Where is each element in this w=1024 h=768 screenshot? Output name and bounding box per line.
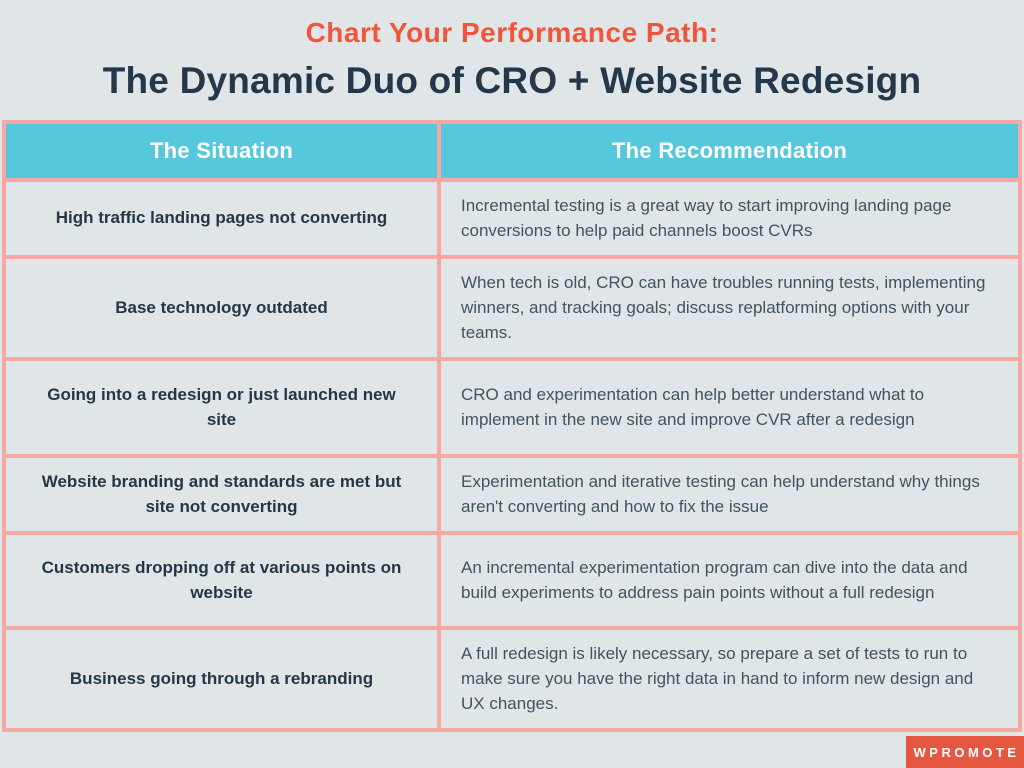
- situation-cell: Customers dropping off at various points…: [2, 531, 441, 631]
- recommendation-cell: When tech is old, CRO can have troubles …: [437, 255, 1022, 362]
- table-row: High traffic landing pages not convertin…: [2, 177, 1022, 260]
- wpromote-logo: WPROMOTE: [906, 736, 1024, 768]
- page-subtitle: Chart Your Performance Path:: [305, 17, 719, 48]
- situation-cell: Website branding and standards are met b…: [2, 454, 441, 536]
- column-header-recommendation: The Recommendation: [437, 120, 1022, 182]
- recommendation-cell: Incremental testing is a great way to st…: [437, 177, 1022, 260]
- situation-recommendation-table: The Situation The Recommendation High tr…: [2, 120, 1022, 733]
- column-header-situation: The Situation: [2, 120, 441, 182]
- recommendation-cell: A full redesign is likely necessary, so …: [437, 626, 1022, 733]
- recommendation-cell: An incremental experimentation program c…: [437, 531, 1022, 631]
- table-header-row: The Situation The Recommendation: [2, 120, 1022, 182]
- situation-cell: Going into a redesign or just launched n…: [2, 357, 441, 459]
- table-row: Website branding and standards are met b…: [2, 454, 1022, 536]
- recommendation-cell: Experimentation and iterative testing ca…: [437, 454, 1022, 536]
- table-row: Business going through a rebranding A fu…: [2, 626, 1022, 733]
- table-row: Going into a redesign or just launched n…: [2, 357, 1022, 459]
- table-row: Customers dropping off at various points…: [2, 531, 1022, 631]
- table-row: Base technology outdated When tech is ol…: [2, 255, 1022, 362]
- page-title: The Dynamic Duo of CRO + Website Redesig…: [102, 59, 922, 101]
- table-body: High traffic landing pages not convertin…: [2, 177, 1022, 733]
- situation-cell: High traffic landing pages not convertin…: [2, 177, 441, 260]
- situation-cell: Business going through a rebranding: [2, 626, 441, 733]
- title-block: Chart Your Performance Path: The Dynamic…: [0, 0, 1024, 102]
- recommendation-cell: CRO and experimentation can help better …: [437, 357, 1022, 459]
- situation-cell: Base technology outdated: [2, 255, 441, 362]
